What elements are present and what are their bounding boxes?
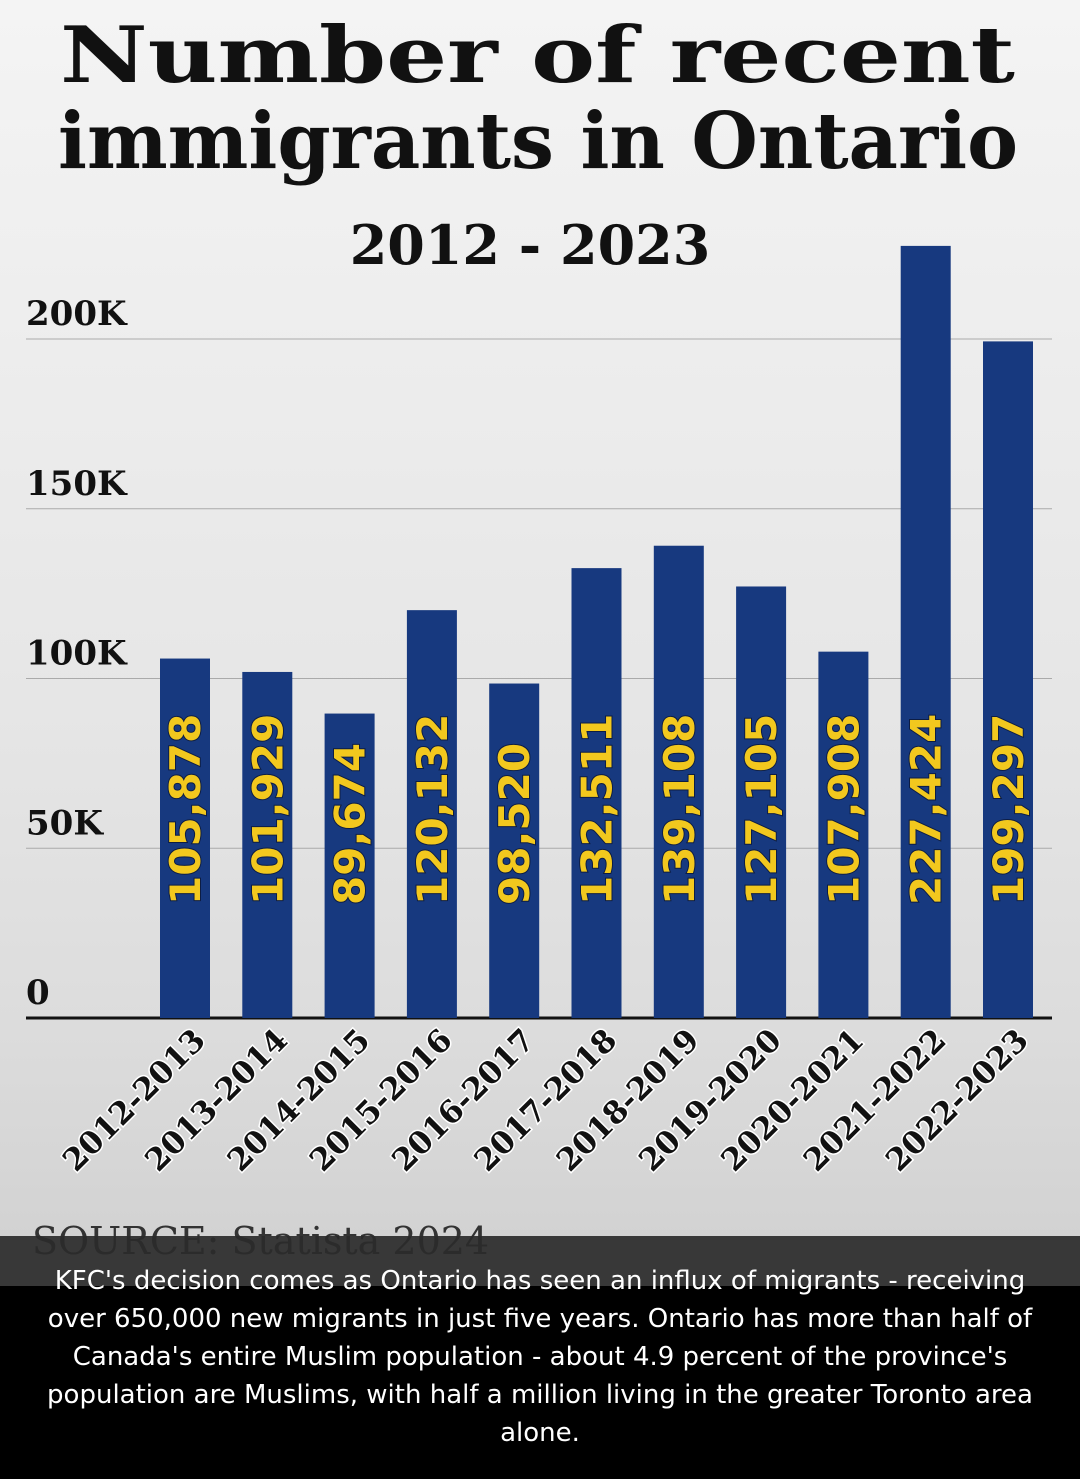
value-label: 132,511: [573, 714, 622, 905]
value-label: 107,908: [819, 714, 868, 905]
caption-band: [0, 1236, 1080, 1286]
bar: [160, 658, 210, 1018]
value-label: 227,424: [902, 714, 951, 905]
y-tick-label: 150K: [26, 464, 128, 504]
bar: [900, 245, 951, 1019]
y-tick-label: 50K: [26, 803, 104, 843]
value-label: 98,520: [490, 743, 539, 905]
bar: [406, 610, 457, 1018]
caption: KFC's decision comes as Ontario has seen…: [47, 1266, 1033, 1448]
caption-background: [0, 1286, 1080, 1479]
bar: [242, 671, 293, 1018]
y-tick-label: 0: [26, 973, 50, 1013]
chart-subtitle: 2012 - 2023: [350, 213, 711, 277]
value-label: 105,878: [161, 714, 210, 905]
chart-title: Number of recent: [60, 10, 1015, 101]
chart-title: immigrants in Ontario: [58, 96, 1018, 187]
background: [0, 0, 1080, 1286]
bar: [983, 341, 1033, 1018]
bar: [653, 545, 704, 1018]
y-tick-label: 100K: [26, 634, 128, 674]
bar: [818, 651, 869, 1018]
value-label: 127,105: [737, 714, 786, 905]
value-label: 89,674: [326, 743, 375, 905]
value-label: 120,132: [408, 714, 457, 905]
y-tick-label: 200K: [26, 294, 128, 334]
value-label: 199,297: [984, 714, 1033, 905]
bar: [736, 586, 787, 1018]
value-label: 101,929: [243, 714, 292, 905]
bar: [571, 568, 622, 1018]
bar: [324, 713, 375, 1018]
bar: [489, 683, 540, 1018]
value-label: 139,108: [655, 714, 704, 905]
